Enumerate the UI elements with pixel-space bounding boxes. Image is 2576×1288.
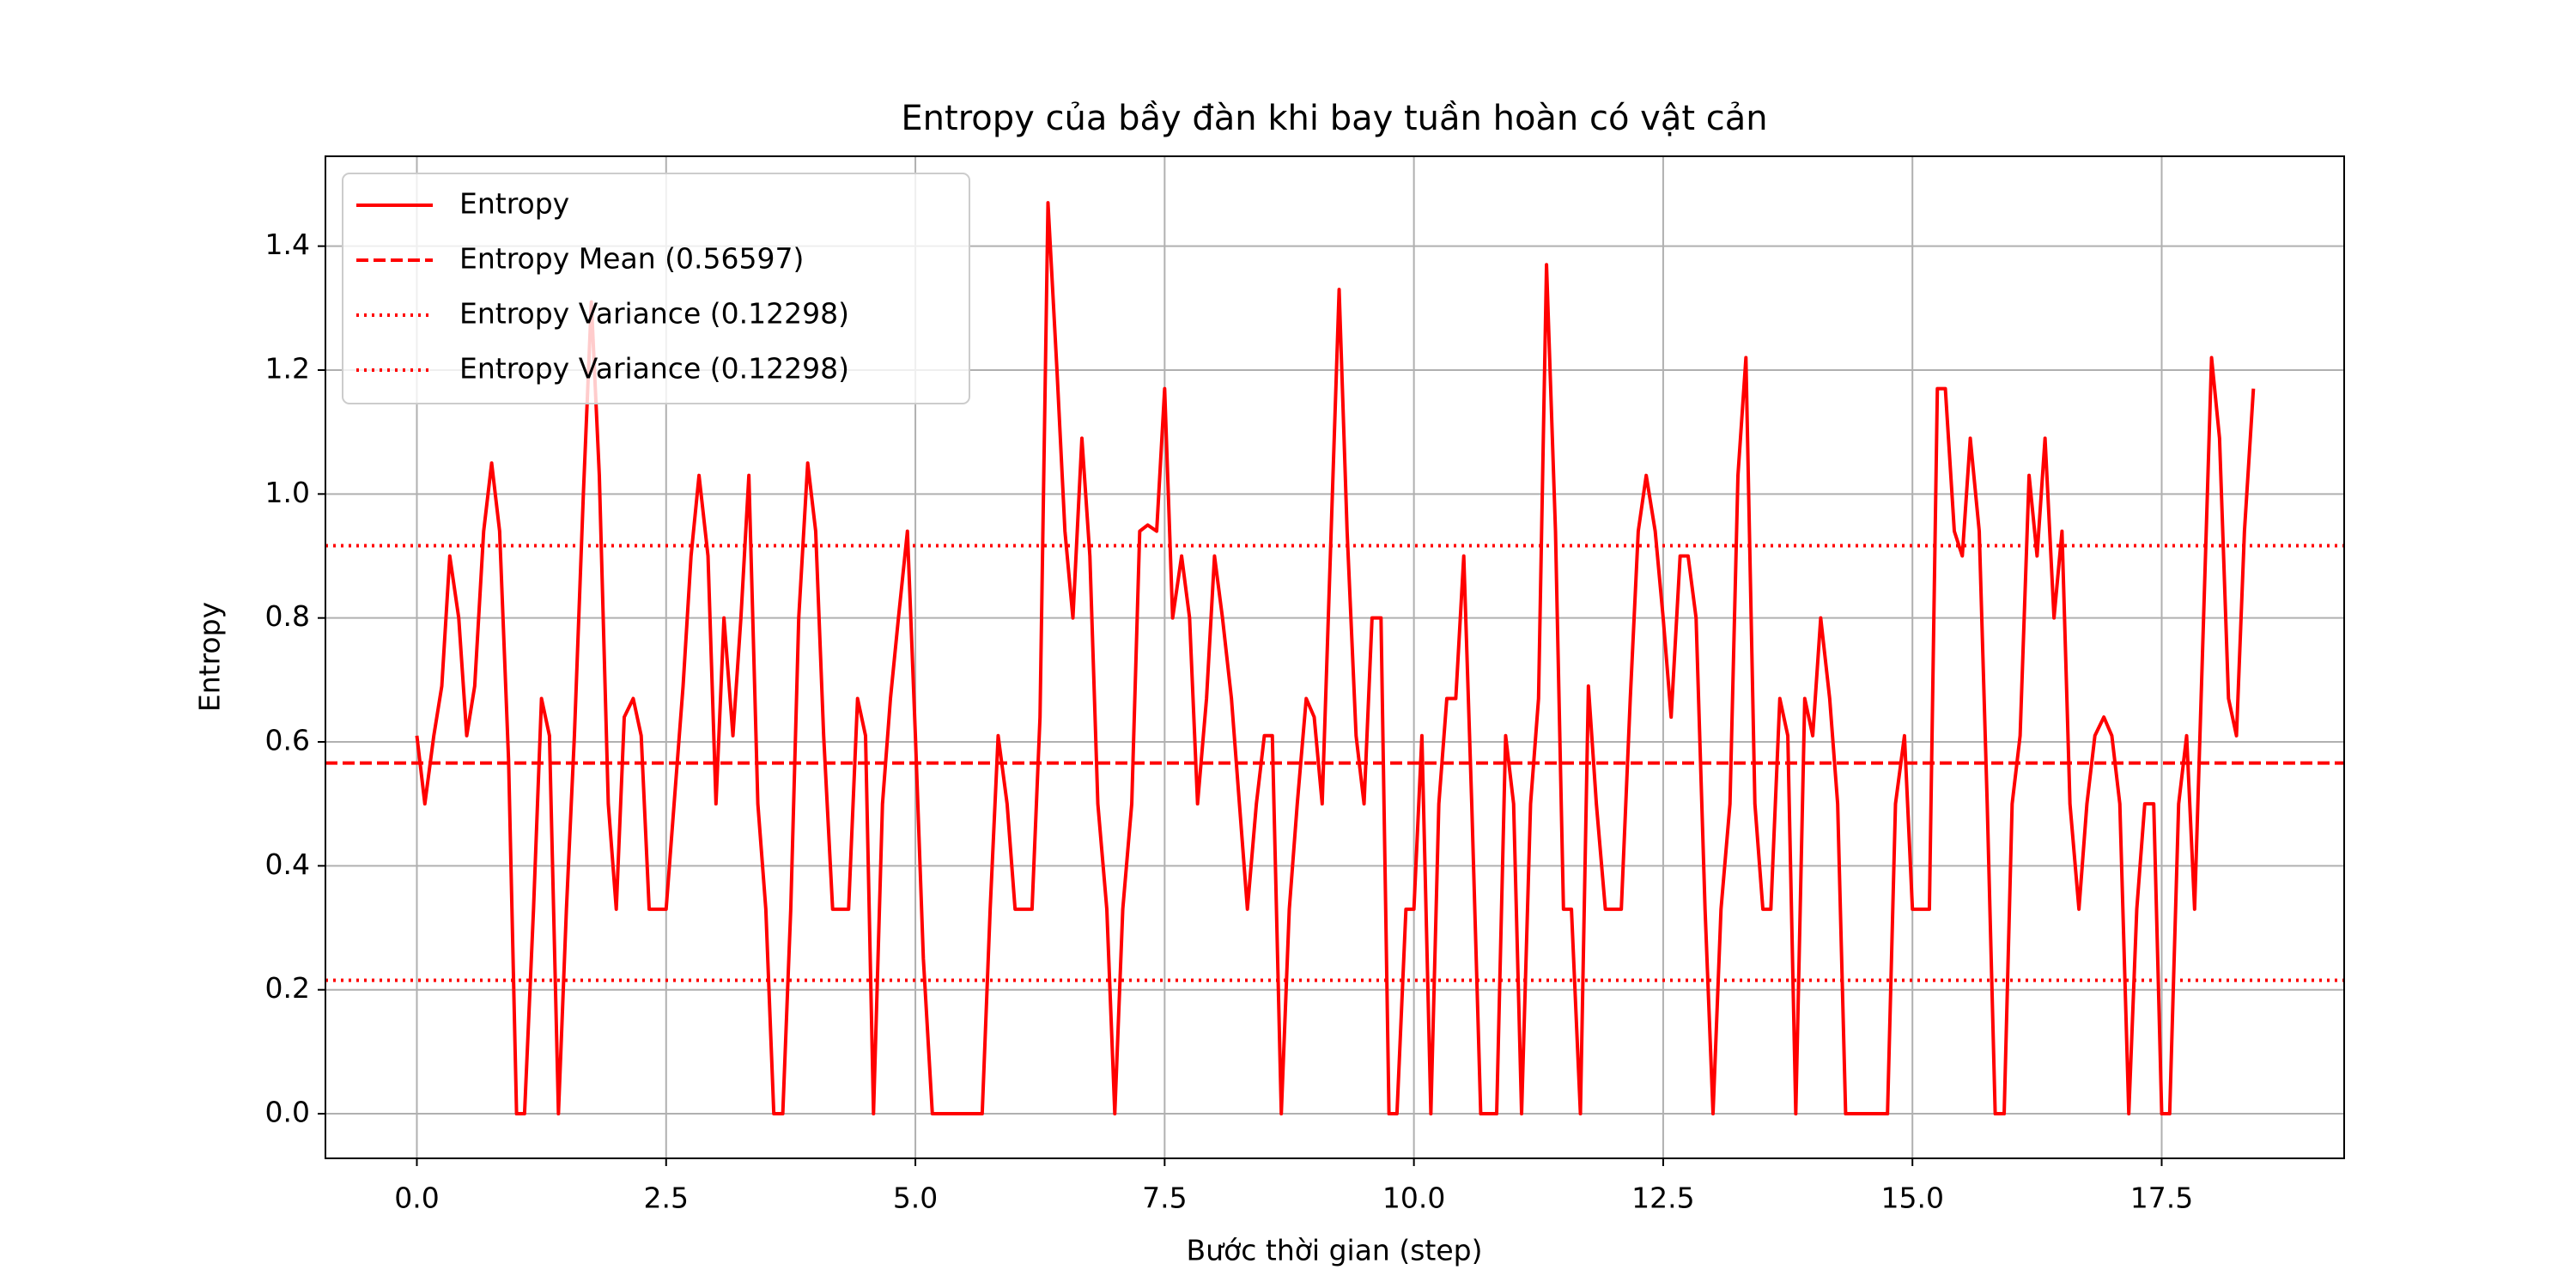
plot-frame (325, 155, 2345, 1159)
y-tick-label: 1.4 (265, 228, 310, 261)
x-tick-label: 7.5 (1142, 1182, 1187, 1215)
legend-box (342, 173, 970, 404)
y-tick-label: 0.0 (265, 1096, 310, 1129)
chart-title: Entropy của bầy đàn khi bay tuần hoàn có… (901, 99, 1767, 138)
y-tick-label: 0.6 (265, 724, 310, 757)
x-tick-label: 15.0 (1880, 1182, 1943, 1215)
y-tick-label: 0.2 (265, 971, 310, 1005)
x-tick-label: 0.0 (394, 1182, 439, 1215)
legend-label: Entropy Variance (0.12298) (459, 352, 849, 386)
x-tick-label: 12.5 (1631, 1182, 1694, 1215)
y-tick-label: 0.4 (265, 848, 310, 881)
legend-label: Entropy Variance (0.12298) (459, 297, 849, 331)
x-tick-label: 2.5 (644, 1182, 689, 1215)
y-tick-label: 0.8 (265, 599, 310, 633)
x-axis-label: Bước thời gian (step) (1187, 1234, 1483, 1267)
data-line (415, 201, 2256, 1116)
x-tick-label: 5.0 (893, 1182, 938, 1215)
x-tick-label: 17.5 (2130, 1182, 2193, 1215)
legend-label: Entropy (459, 187, 569, 221)
y-tick-label: 1.2 (265, 351, 310, 385)
y-tick-label: 1.0 (265, 476, 310, 509)
x-tick-label: 10.0 (1382, 1182, 1445, 1215)
legend-label: Entropy Mean (0.56597) (459, 242, 804, 276)
y-axis-label: Entropy (193, 602, 227, 712)
